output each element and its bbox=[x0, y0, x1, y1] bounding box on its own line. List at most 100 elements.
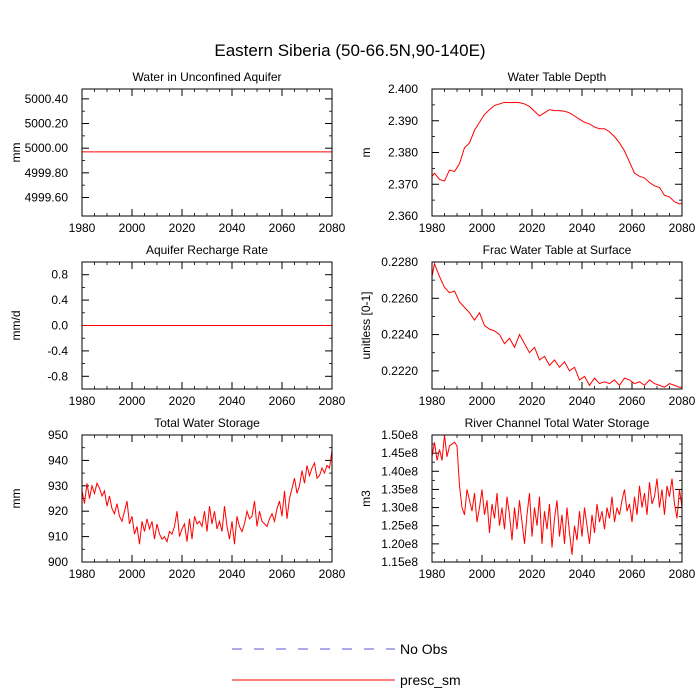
y-tick-label: 5000.00 bbox=[25, 141, 69, 155]
y-tick-label: 0.4 bbox=[51, 293, 68, 307]
x-tick-label: 2040 bbox=[219, 567, 246, 581]
panel-ylabel-ar: mm/d bbox=[9, 311, 23, 341]
x-tick-label: 2080 bbox=[669, 394, 696, 408]
y-tick-label: -0.4 bbox=[47, 344, 68, 358]
y-tick-label: 0.2240 bbox=[381, 328, 418, 342]
x-tick-label: 2000 bbox=[469, 567, 496, 581]
panel-ylabel-rc: m3 bbox=[359, 490, 373, 507]
y-tick-label: 1.40e8 bbox=[381, 464, 418, 478]
y-tick-label: 2.390 bbox=[388, 114, 418, 128]
x-tick-label: 2020 bbox=[519, 394, 546, 408]
x-tick-label: 1980 bbox=[419, 221, 446, 235]
y-tick-label: 1.45e8 bbox=[381, 446, 418, 460]
x-tick-label: 2000 bbox=[119, 221, 146, 235]
x-tick-label: 2000 bbox=[469, 394, 496, 408]
y-tick-label: 0.8 bbox=[51, 268, 68, 282]
series-line-wt-presc_sm bbox=[431, 101, 683, 205]
x-tick-label: 2040 bbox=[569, 394, 596, 408]
y-tick-label: 5000.20 bbox=[25, 117, 69, 131]
series-line-fw-presc_sm bbox=[431, 262, 682, 388]
y-tick-label: 0.2280 bbox=[381, 255, 418, 269]
panel-frame-rc bbox=[431, 434, 683, 563]
y-tick-label: 930 bbox=[48, 479, 68, 493]
x-tick-label: 2040 bbox=[219, 394, 246, 408]
panel-ylabel-ws: mm bbox=[9, 489, 23, 509]
panels: Water in Unconfined Aquifer mm 1980 2000 202… bbox=[9, 70, 696, 581]
y-tick-label: 0.2220 bbox=[381, 364, 418, 378]
x-tick-label: 1980 bbox=[419, 567, 446, 581]
panel-ylabel-fw: unitless [0-1] bbox=[359, 291, 373, 359]
x-tick-label: 2040 bbox=[569, 221, 596, 235]
x-tick-label: 2060 bbox=[269, 394, 296, 408]
series-line-ws-presc_sm bbox=[81, 450, 333, 545]
panel-ylabel-wa: mm bbox=[9, 143, 23, 163]
legend: No Obs presc_sm bbox=[232, 641, 461, 688]
panel-frame-fw bbox=[431, 261, 683, 390]
x-tick-label: 1980 bbox=[69, 221, 96, 235]
panel-ylabel-wt: m bbox=[359, 148, 373, 158]
panel-ws: Total Water Storage mm 1980 2000 2020 2040 206… bbox=[9, 416, 346, 581]
panel-wa: Water in Unconfined Aquifer mm 1980 2000 202… bbox=[9, 70, 346, 235]
y-tick-label: 4999.80 bbox=[25, 166, 69, 180]
panel-title-ws: Total Water Storage bbox=[154, 416, 260, 430]
y-tick-label: 920 bbox=[48, 504, 68, 518]
y-tick-label: 1.35e8 bbox=[381, 482, 418, 496]
panel-title-rc: River Channel Total Water Storage bbox=[465, 416, 650, 430]
panel-title-fw: Frac Water Table at Surface bbox=[483, 243, 632, 257]
x-tick-label: 1980 bbox=[419, 394, 446, 408]
x-tick-label: 2060 bbox=[619, 567, 646, 581]
y-tick-label: 1.30e8 bbox=[381, 501, 418, 515]
x-tick-label: 2060 bbox=[269, 221, 296, 235]
panel-wt: Water Table Depth m 1980 2000 2020 2040 2060 20… bbox=[359, 70, 696, 235]
figure-title: Eastern Siberia (50-66.5N,90-140E) bbox=[214, 41, 485, 60]
y-tick-label: 2.400 bbox=[388, 82, 418, 96]
panel-ar: Aquifer Recharge Rate mm/d 1980 2000 2020 204… bbox=[9, 243, 346, 408]
x-tick-label: 1980 bbox=[69, 567, 96, 581]
y-tick-label: 2.380 bbox=[388, 146, 418, 160]
legend-label-presc-sm: presc_sm bbox=[400, 672, 461, 688]
y-tick-label: 1.15e8 bbox=[381, 555, 418, 569]
y-tick-label: 2.360 bbox=[388, 209, 418, 223]
y-tick-label: 1.25e8 bbox=[381, 519, 418, 533]
panel-frame-ar bbox=[81, 261, 333, 390]
x-tick-label: 1980 bbox=[69, 394, 96, 408]
x-tick-label: 2000 bbox=[119, 394, 146, 408]
panel-rc: River Channel Total Water Storage m3 1980 2… bbox=[359, 416, 696, 581]
x-tick-label: 2000 bbox=[469, 221, 496, 235]
panel-frame-ws bbox=[81, 434, 333, 563]
y-tick-label: 5000.40 bbox=[25, 92, 69, 106]
y-tick-label: 1.20e8 bbox=[381, 537, 418, 551]
x-tick-label: 2020 bbox=[519, 567, 546, 581]
x-tick-label: 2080 bbox=[319, 567, 346, 581]
x-tick-label: 2020 bbox=[169, 394, 196, 408]
y-tick-label: 4999.60 bbox=[25, 191, 69, 205]
panel-title-wt: Water Table Depth bbox=[508, 70, 607, 84]
x-tick-label: 2080 bbox=[669, 567, 696, 581]
x-tick-label: 2060 bbox=[619, 394, 646, 408]
x-tick-label: 2060 bbox=[619, 221, 646, 235]
panel-title-wa: Water in Unconfined Aquifer bbox=[133, 70, 282, 84]
x-tick-label: 2020 bbox=[169, 567, 196, 581]
y-tick-label: 0.2260 bbox=[381, 291, 418, 305]
x-tick-label: 2000 bbox=[119, 567, 146, 581]
y-tick-label: -0.8 bbox=[47, 369, 68, 383]
x-tick-label: 2080 bbox=[319, 221, 346, 235]
panel-fw: Frac Water Table at Surface unitless [0-1… bbox=[359, 243, 696, 408]
x-tick-label: 2040 bbox=[569, 567, 596, 581]
panel-frame-wt bbox=[431, 88, 683, 217]
x-tick-label: 2080 bbox=[319, 394, 346, 408]
x-tick-label: 2060 bbox=[269, 567, 296, 581]
y-tick-label: 1.50e8 bbox=[381, 428, 418, 442]
y-tick-label: 900 bbox=[48, 555, 68, 569]
panel-title-ar: Aquifer Recharge Rate bbox=[146, 243, 268, 257]
x-tick-label: 2020 bbox=[169, 221, 196, 235]
y-tick-label: 0.0 bbox=[51, 319, 68, 333]
x-tick-label: 2020 bbox=[519, 221, 546, 235]
y-tick-label: 950 bbox=[48, 428, 68, 442]
y-tick-label: 2.370 bbox=[388, 177, 418, 191]
series-line-rc-presc_sm bbox=[431, 434, 683, 555]
y-tick-label: 940 bbox=[48, 453, 68, 467]
legend-label-no-obs: No Obs bbox=[400, 641, 447, 657]
